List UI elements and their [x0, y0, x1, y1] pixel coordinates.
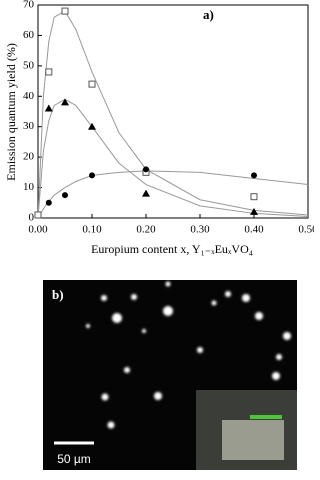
- plot-frame: [37, 4, 309, 219]
- y-tick-label: 60: [23, 29, 35, 41]
- y-tick-label: 0: [29, 212, 35, 224]
- point: [251, 172, 257, 179]
- point: [143, 166, 149, 173]
- x-tick-label: 0.30: [190, 224, 210, 236]
- point: [45, 199, 52, 206]
- point: [45, 68, 53, 76]
- spots: [86, 281, 291, 429]
- point: [61, 7, 69, 15]
- image-label: b): [52, 287, 64, 302]
- point: [250, 207, 258, 215]
- panel-label: a): [203, 7, 214, 22]
- inset-glow: [250, 415, 282, 419]
- scale-bar-label: 50 µm: [57, 452, 91, 466]
- x-axis-label: Europium content x, Y₁₋ₓEuₓVO₄: [91, 242, 253, 256]
- point: [34, 211, 42, 219]
- y-tick-label: 40: [23, 90, 35, 102]
- y-tick-label: 70: [23, 0, 35, 11]
- point: [142, 189, 150, 197]
- y-tick-label: 50: [23, 59, 35, 71]
- x-tick-label: 0.40: [244, 224, 264, 236]
- y-axis-label: Emission quantum yield (%): [4, 43, 18, 181]
- point: [61, 98, 69, 106]
- y-tick-label: 20: [23, 151, 35, 163]
- y-tick-label: 10: [23, 181, 35, 193]
- x-tick-label: 0.10: [82, 224, 102, 236]
- fit-curve: [37, 10, 309, 219]
- micrograph: b) 50 µm: [43, 280, 297, 470]
- fit-curve: [37, 98, 309, 219]
- point: [89, 172, 95, 179]
- point: [250, 193, 258, 201]
- point: [44, 104, 53, 112]
- figure: Emission quantum yield (%) Europium cont…: [4, 0, 318, 470]
- x-tick-label: 0.00: [28, 224, 48, 236]
- point: [62, 192, 68, 199]
- y-tick-label: 30: [23, 120, 35, 132]
- fit-curve: [37, 170, 309, 219]
- point: [88, 80, 96, 88]
- point: [88, 122, 96, 130]
- x-tick-label: 0.50: [298, 224, 314, 236]
- x-tick-label: 0.20: [136, 224, 156, 236]
- inset-vial: [222, 420, 284, 460]
